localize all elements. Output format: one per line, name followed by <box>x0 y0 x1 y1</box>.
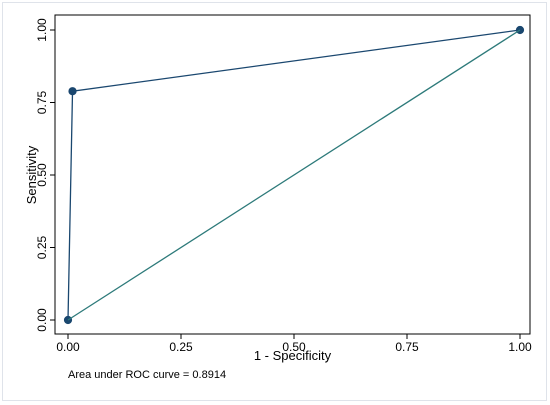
x-tick-label: 0.25 <box>169 340 193 354</box>
roc-point <box>68 87 77 96</box>
y-tick-label: 0.25 <box>35 235 49 259</box>
x-axis-ticks: 0.00 0.25 0.50 0.75 1.00 <box>56 334 532 354</box>
x-axis-title: 1 - Specificity <box>254 348 332 363</box>
plot-area <box>54 14 531 335</box>
y-tick-label: 0.50 <box>35 163 49 187</box>
y-tick-label: 1.00 <box>35 18 49 42</box>
y-tick-label: 0.75 <box>35 90 49 114</box>
x-tick-label: 0.75 <box>395 340 419 354</box>
series-layer <box>63 25 525 325</box>
auc-note: Area under ROC curve = 0.8914 <box>68 369 226 381</box>
reference-line <box>67 29 521 321</box>
x-tick-label: 1.00 <box>508 340 532 354</box>
y-axis-title: Sensitivity <box>24 145 39 204</box>
y-tick-label: 0.00 <box>35 308 49 332</box>
x-tick-label: 0.00 <box>56 340 80 354</box>
x-tick-label: 0.50 <box>282 340 306 354</box>
y-axis-ticks: 0.00 0.25 0.50 0.75 1.00 <box>35 18 55 332</box>
